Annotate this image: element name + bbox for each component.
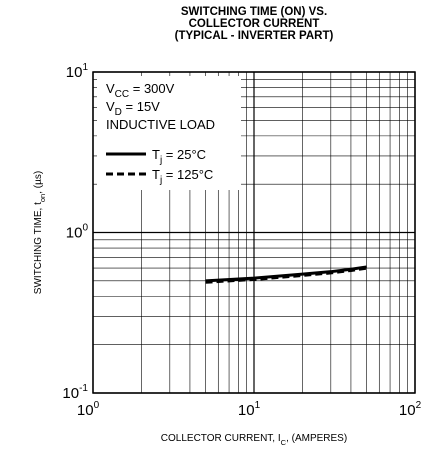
x-tick-label: 101 <box>238 400 261 419</box>
condition-label: VCC = 300V <box>106 81 175 100</box>
plot-frame <box>92 71 416 394</box>
y-tick-label: 10-1 <box>62 383 88 402</box>
y-axis-label: SWITCHING TIME, ton, (µs) <box>33 171 47 294</box>
condition-label: VD = 15V <box>106 99 160 118</box>
x-tick-label: 100 <box>77 400 100 419</box>
series-line-tj-25c <box>205 265 367 283</box>
legend-box <box>97 76 241 190</box>
chart-title-line: SWITCHING TIME (ON) VS. <box>181 6 327 18</box>
series-line-tj-125c <box>205 266 367 284</box>
legend-label: Tj = 125°C <box>152 167 213 186</box>
y-tick-label: 100 <box>66 223 89 242</box>
condition-label: INDUCTIVE LOAD <box>106 117 215 132</box>
chart-title-line: COLLECTOR CURRENT <box>189 18 320 30</box>
legend-label: Tj = 25°C <box>152 147 206 166</box>
chart-title-line: (TYPICAL - INVERTER PART) <box>175 30 334 42</box>
y-tick-label: 101 <box>66 62 89 81</box>
x-tick-label: 102 <box>399 400 422 419</box>
x-axis-label: COLLECTOR CURRENT, IC, (AMPERES) <box>161 433 347 447</box>
